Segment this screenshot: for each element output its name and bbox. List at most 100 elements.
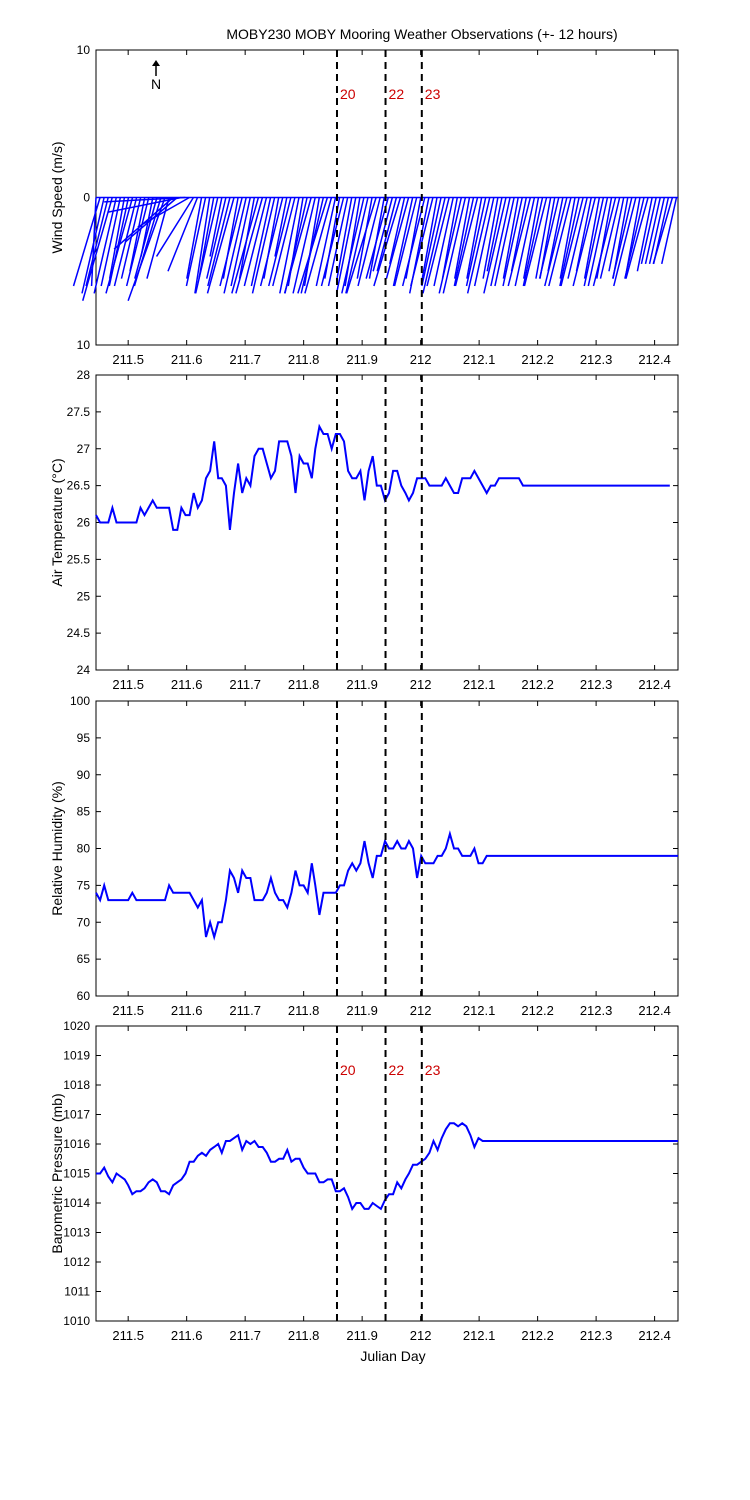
wind-vector	[421, 197, 442, 287]
wind-vector	[243, 197, 268, 287]
event-marker-label: 22	[389, 86, 405, 102]
wind-vector	[283, 197, 312, 294]
x-tick-label: 212.4	[638, 352, 671, 367]
wind-vector	[522, 197, 540, 279]
x-tick-label: 212.2	[521, 352, 554, 367]
wind-vector	[320, 197, 345, 287]
series-line	[95, 423, 670, 531]
wind-vector	[392, 197, 414, 287]
y-tick-label: 1014	[63, 1196, 90, 1210]
wind-vector	[209, 197, 223, 257]
x-tick-label: 212.2	[521, 677, 554, 692]
y-tick-label: 26.5	[67, 479, 91, 493]
wind-vector	[490, 197, 511, 287]
wind-vector	[583, 197, 601, 279]
wind-vector	[357, 197, 381, 287]
x-tick-label: 211.6	[171, 677, 203, 692]
axes-frame	[95, 374, 679, 671]
wind-vector	[113, 197, 138, 287]
y-tick-label: 1012	[63, 1255, 90, 1269]
wind-vector	[207, 197, 231, 287]
wind-vector	[235, 197, 264, 294]
wind-vector	[494, 197, 515, 287]
wind-vector	[345, 197, 377, 294]
axes-frame	[95, 1025, 679, 1322]
wind-vector	[453, 197, 475, 287]
wind-vector	[292, 197, 316, 294]
wind-vector	[592, 197, 617, 287]
wind-vector	[466, 197, 483, 279]
wind-vector	[100, 197, 122, 287]
x-tick-label: 212.4	[638, 1003, 671, 1018]
wind-vector	[231, 197, 260, 294]
x-tick-label: 211.8	[288, 677, 320, 692]
wind-vector	[483, 197, 507, 294]
event-marker-label: 22	[389, 1062, 405, 1078]
wind-vector	[572, 197, 597, 287]
north-arrow-head-icon	[152, 60, 160, 66]
wind-vector	[473, 197, 495, 287]
x-tick-label: 212.4	[638, 1328, 671, 1343]
y-tick-label: 85	[77, 805, 91, 819]
x-tick-label: 212.3	[580, 677, 613, 692]
wind-vector	[625, 197, 649, 279]
wind-vector	[547, 197, 564, 272]
y-tick-label: 1018	[63, 1078, 90, 1092]
x-tick-label: 212.1	[463, 352, 496, 367]
wind-vector	[373, 197, 402, 287]
wind-vector	[134, 197, 158, 279]
wind-vector	[636, 197, 653, 272]
x-tick-label: 211.9	[346, 352, 378, 367]
wind-vector	[272, 197, 296, 287]
wind-vector	[251, 197, 276, 294]
wind-vector	[186, 197, 203, 279]
north-arrow-label: N	[151, 76, 161, 92]
wind-vector	[502, 197, 523, 287]
wind-vector	[567, 197, 588, 279]
y-tick-label: 25.5	[67, 552, 91, 566]
x-tick-label: 212.1	[463, 1003, 496, 1018]
panel-relative-humidity: Relative Humidity (%) 211.5 211.6 211.7 211.…	[49, 694, 679, 1018]
wind-vector	[167, 197, 199, 272]
wind-vector	[107, 196, 182, 213]
wind-vector	[194, 197, 211, 294]
wind-vector	[155, 197, 195, 257]
wind-vector	[108, 197, 126, 279]
x-tick-label: 211.8	[288, 1328, 320, 1343]
x-tick-label: 212.1	[463, 677, 496, 692]
y-tick-label: 70	[77, 915, 91, 929]
y-tick-label: 24.5	[67, 626, 91, 640]
wind-vector	[219, 197, 243, 287]
wind-vector	[72, 197, 101, 287]
x-tick-label: 211.7	[229, 1003, 261, 1018]
figure-title: MOBY230 MOBY Mooring Weather Observation…	[226, 26, 617, 42]
y-axis-label: Air Temperature (°C)	[49, 458, 65, 586]
wind-vector	[297, 197, 329, 294]
x-tick-label: 211.8	[288, 352, 320, 367]
wind-vector	[661, 197, 678, 265]
wind-vector	[544, 197, 568, 287]
wind-vector	[583, 197, 605, 287]
panels: Wind Speed (m/s) 211.5 211.6 211.7 211.8 211.…	[49, 43, 679, 1343]
wind-vector	[335, 197, 357, 294]
x-tick-label: 212.4	[638, 677, 671, 692]
y-tick-label: 100	[70, 694, 90, 708]
wind-vector	[341, 197, 365, 294]
y-axis-label: Relative Humidity (%)	[49, 781, 65, 916]
x-tick-label: 211.9	[346, 1328, 378, 1343]
wind-vector	[433, 197, 454, 287]
wind-vector	[137, 196, 190, 228]
y-tick-label: 27.5	[67, 405, 91, 419]
y-tick-label: 26	[77, 516, 91, 530]
x-tick-label: 211.7	[229, 352, 261, 367]
y-tick-label: 0	[83, 191, 90, 205]
wind-vector	[393, 197, 418, 287]
y-tick-label: 1013	[63, 1226, 90, 1240]
x-tick-label: 212.3	[580, 1003, 613, 1018]
y-tick-label: 80	[77, 842, 91, 856]
x-tick-label: 211.5	[112, 677, 144, 692]
wind-vector	[345, 197, 369, 294]
x-tick-label: 212	[410, 1328, 432, 1343]
y-tick-label: 28	[77, 368, 91, 382]
wind-vector	[502, 197, 519, 279]
